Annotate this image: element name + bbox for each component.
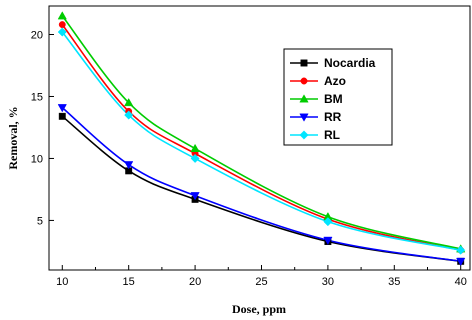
y-axis-label: Removal, % <box>6 106 20 169</box>
point-rr <box>57 104 67 113</box>
plot-frame <box>48 5 471 271</box>
fit-curve-azo <box>61 24 461 251</box>
legend-marker-bm <box>299 94 309 103</box>
legend: Nocardia Azo BM RR RL <box>283 48 393 146</box>
legend-label-nocardia: Nocardia <box>324 56 376 70</box>
point-bm <box>57 11 67 20</box>
fit-curve-bm <box>61 15 461 250</box>
x-tick-label: 40 <box>455 276 467 288</box>
data-markers <box>57 11 466 267</box>
point-rr <box>190 192 200 201</box>
axis-ticks: 10 15 20 25 30 35 40 5 10 15 20 <box>31 30 467 288</box>
point-rl <box>190 153 200 164</box>
legend-marker-rl <box>299 130 309 140</box>
x-tick-label: 30 <box>322 276 334 288</box>
point-azo <box>58 21 66 29</box>
point-bm <box>124 97 134 107</box>
legend-marker-nocardia <box>300 59 308 67</box>
legend-label-rr: RR <box>324 110 342 124</box>
point-rl <box>124 110 134 120</box>
y-tick-label: 20 <box>31 30 43 42</box>
legend-label-bm: BM <box>324 92 343 106</box>
x-tick-label: 15 <box>123 276 135 288</box>
y-tick-label: 15 <box>31 91 43 103</box>
legend-label-rl: RL <box>324 128 340 142</box>
x-tick-label: 25 <box>255 276 267 288</box>
point-rr <box>323 236 333 245</box>
fit-curve-rr <box>61 107 461 263</box>
x-tick-label: 20 <box>189 276 201 288</box>
point-rl <box>57 27 67 37</box>
fit-curve-rl <box>61 31 461 251</box>
y-tick-label: 10 <box>31 153 43 165</box>
legend-marker-azo <box>300 77 308 85</box>
point-bm <box>190 143 200 152</box>
point-rr <box>456 257 466 267</box>
fit-curves <box>61 15 461 263</box>
point-rl <box>323 217 333 227</box>
point-nocardia <box>58 112 66 120</box>
legend-marker-rr <box>299 113 309 122</box>
legend-label-azo: Azo <box>324 74 346 88</box>
x-tick-label: 10 <box>56 276 68 288</box>
point-rr <box>124 161 134 170</box>
point-rl <box>456 245 466 255</box>
x-axis-label: Dose, ppm <box>232 302 286 316</box>
y-tick-label: 5 <box>37 215 43 227</box>
x-tick-label: 35 <box>388 276 400 288</box>
